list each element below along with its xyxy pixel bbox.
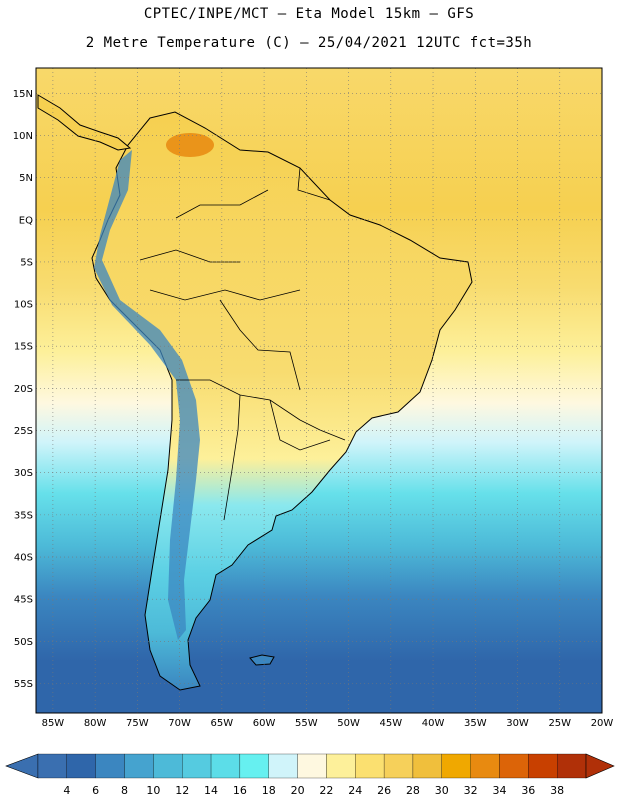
lon-label: 70W [168,718,191,729]
colorbar-cell [95,753,125,779]
lat-label: 30S [14,468,33,479]
lat-label: 20S [14,384,33,395]
lat-label: 50S [14,637,33,648]
colorbar-cell [383,753,414,779]
colorbar-cell [499,753,529,779]
lat-label: 10S [14,300,33,311]
colorbar-label: 4 [63,784,70,797]
lon-label: 40W [422,718,445,729]
lon-label: 35W [464,718,487,729]
colorbar-over-arrow [585,753,615,779]
colorbar-cell [441,753,471,779]
lat-label: 40S [14,553,33,564]
lat-label: 5S [20,257,33,268]
colorbar-label: 16 [233,784,247,797]
colorbar-label: 24 [348,784,362,797]
warm-spot [166,133,214,157]
colorbar-cell [239,753,269,779]
colorbar-label: 36 [521,784,535,797]
colorbar-label: 8 [121,784,128,797]
falkland-islands [249,654,275,666]
colorbar-label: 38 [550,784,564,797]
colorbar-cell [470,753,500,779]
lat-label: 10N [13,131,33,142]
lon-label: 45W [379,718,402,729]
colorbar-cell [412,753,442,779]
lat-label: EQ [19,215,33,226]
lon-label: 30W [506,718,529,729]
lon-label: 50W [337,718,360,729]
colorbar-label: 30 [435,784,449,797]
lon-label: 75W [126,718,149,729]
colorbar-label: 26 [377,784,391,797]
colorbar-label: 28 [406,784,420,797]
temperature-map: 15N 10N 5N EQ 5S 10S 15S 20S 25S 30S 35S 40S 45S 50S 5… [13,67,614,729]
lat-label: 55S [14,679,33,690]
colorbar-cell [557,753,587,779]
colorbar-label: 14 [204,784,218,797]
lon-label: 65W [211,718,234,729]
colorbar-label: 32 [464,784,478,797]
lat-label: 15S [14,342,33,353]
title-line-2: 2 Metre Temperature (C) – 25/04/2021 12U… [85,35,533,51]
colorbar-label: 20 [291,784,305,797]
colorbar-under-arrow [5,753,39,779]
colorbar-cell [297,753,327,779]
andes-cold-band [94,150,200,640]
colorbar-cell [355,753,385,779]
colorbar-cell [153,753,183,779]
colorbar: 4 6 8 10 12 14 16 18 20 22 24 26 28 30 32 34 36 38 [5,753,615,797]
lon-label: 20W [591,718,614,729]
title-line-1: CPTEC/INPE/MCT – Eta Model 15km – GFS [143,6,475,22]
plot-frame [35,67,603,714]
colorbar-cell [37,753,67,779]
central-america-land [37,94,132,151]
colorbar-label: 10 [146,784,160,797]
lon-label: 60W [253,718,276,729]
colorbar-label: 6 [92,784,99,797]
colorbar-cell [268,753,298,779]
lat-label: 5N [19,173,33,184]
lat-label: 35S [14,510,33,521]
colorbar-cell [182,753,212,779]
lat-label: 15N [13,89,33,100]
colorbar-label: 22 [319,784,333,797]
colorbar-cell [124,753,154,779]
lat-label: 45S [14,595,33,606]
colorbar-label: 12 [175,784,189,797]
colorbar-label: 18 [262,784,276,797]
colorbar-cell [326,753,356,779]
lon-label: 80W [84,718,107,729]
lon-label: 55W [295,718,318,729]
colorbar-cell [528,753,558,779]
colorbar-label: 34 [492,784,506,797]
colorbar-cell [66,753,96,779]
country-borders [139,167,346,521]
lon-label: 85W [42,718,65,729]
lat-label: 25S [14,426,33,437]
lon-label: 25W [548,718,571,729]
colorbar-cell [210,753,241,779]
